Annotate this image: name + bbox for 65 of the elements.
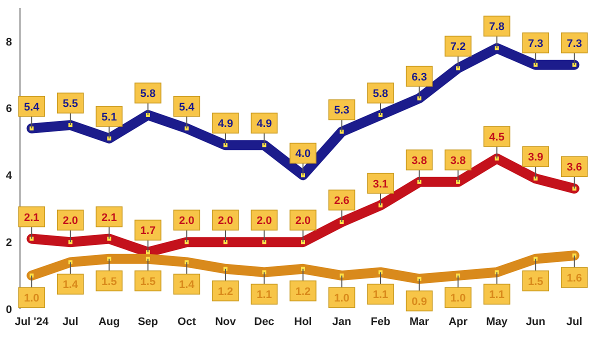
x-tick-label: Feb xyxy=(370,316,391,328)
data-label: 2.1 xyxy=(102,212,117,224)
x-tick-label: Mar xyxy=(410,316,430,328)
data-label: 1.7 xyxy=(140,225,156,238)
data-label: 6.3 xyxy=(412,71,427,84)
data-label: 1.6 xyxy=(566,272,582,284)
data-label: 1.0 xyxy=(334,292,350,305)
x-tick-label: Sep xyxy=(138,316,158,328)
data-label: 1.2 xyxy=(218,286,234,298)
data-label: 1.4 xyxy=(62,279,79,292)
data-label: 1.4 xyxy=(179,279,196,292)
x-tick-label: Aug xyxy=(98,316,120,328)
data-label: 2.0 xyxy=(218,215,234,228)
data-label: 1.0 xyxy=(450,292,466,305)
data-label: 2.0 xyxy=(256,215,272,228)
data-label: 1.1 xyxy=(489,289,504,302)
x-tick-label: Nov xyxy=(215,316,237,328)
x-tick-label: Jul xyxy=(62,316,78,328)
data-label: 1.0 xyxy=(24,292,40,305)
x-tick-label: Jan xyxy=(332,316,352,328)
data-label: 2.0 xyxy=(295,215,311,228)
data-label: 5.5 xyxy=(62,98,78,110)
x-tick-label: Jun xyxy=(526,316,546,328)
data-label: 1.2 xyxy=(295,286,311,298)
data-label: 2.6 xyxy=(334,195,350,208)
data-label: 1.1 xyxy=(256,289,272,302)
data-label: 4.0 xyxy=(295,148,311,160)
data-label: 3.8 xyxy=(450,154,466,167)
data-label: 2.0 xyxy=(179,215,194,228)
y-tick-label: 4 xyxy=(6,170,13,182)
y-tick-label: 8 xyxy=(6,36,12,48)
data-label: 4.9 xyxy=(218,118,234,130)
data-label: 5.1 xyxy=(102,111,117,124)
y-tick-label: 2 xyxy=(6,237,12,250)
x-tick-label: Dec xyxy=(254,316,274,328)
data-label: 7.3 xyxy=(566,38,582,50)
data-label: 5.3 xyxy=(334,104,350,117)
data-label: 1.5 xyxy=(102,276,117,288)
data-label: 4.5 xyxy=(489,132,504,144)
data-label: 3.9 xyxy=(528,152,544,164)
data-label: 7.2 xyxy=(450,41,466,54)
data-label: 3.6 xyxy=(566,162,582,174)
data-label: 7.8 xyxy=(489,21,504,34)
x-tick-label: Jul xyxy=(566,316,582,328)
data-label: 3.1 xyxy=(372,178,388,190)
data-label: 1.1 xyxy=(372,289,388,302)
x-tick-label: Oct xyxy=(178,316,196,328)
y-tick-label: 6 xyxy=(6,103,12,116)
x-tick-label: May xyxy=(486,316,508,328)
data-label: 5.4 xyxy=(179,101,196,114)
data-label: 5.4 xyxy=(24,101,40,114)
x-tick-label: Hol xyxy=(294,316,312,328)
data-label: 1.5 xyxy=(528,276,544,288)
x-tick-label: Apr xyxy=(448,316,468,328)
data-label: 5.8 xyxy=(372,88,388,100)
data-label: 7.3 xyxy=(528,38,544,50)
data-label: 0.9 xyxy=(412,296,427,308)
data-label: 2.0 xyxy=(62,215,78,228)
data-label: 4.9 xyxy=(256,118,272,130)
y-tick-label: 0 xyxy=(6,304,12,316)
data-label: 3.8 xyxy=(412,154,427,167)
data-label: 1.5 xyxy=(140,276,156,288)
data-label: 2.1 xyxy=(24,212,40,224)
data-label: 5.8 xyxy=(140,88,156,100)
x-tick-label: Jul '24 xyxy=(14,316,50,328)
